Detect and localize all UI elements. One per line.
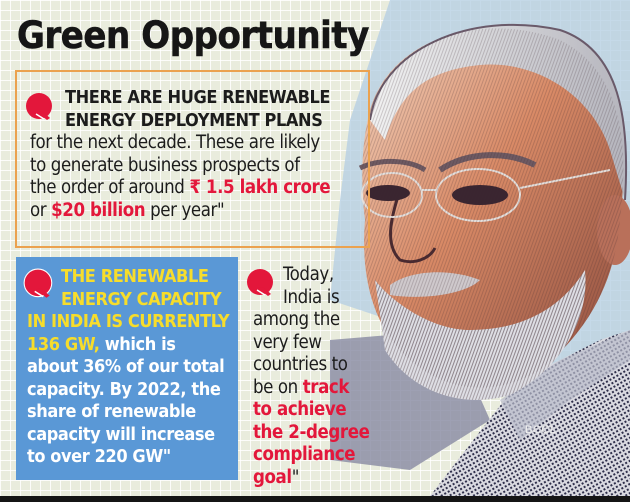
speech-bubble-icon — [26, 93, 52, 120]
text: which is — [99, 333, 176, 355]
quote-3-line: India is — [283, 286, 340, 308]
quote-3-line: be on track — [253, 377, 373, 400]
quote-1-line: ENERGY DEPLOYMENT PLANS — [65, 109, 323, 131]
quote-3-line: goal" — [253, 467, 373, 490]
quote-2-line: share of renewable — [27, 401, 196, 422]
quote-3-line: the 2-degree — [253, 421, 370, 443]
quote-3-line: Today, — [283, 264, 334, 285]
image-credit: BCCL — [525, 424, 557, 436]
speech-bubble-icon — [247, 269, 273, 296]
quote-3-line: compliance — [253, 444, 356, 465]
text: the order of around — [30, 177, 190, 198]
quote-2-line: IN INDIA IS CURRENTLY — [27, 311, 230, 332]
text: be on — [253, 376, 303, 398]
highlight-dollar-amount: $20 billion — [51, 199, 146, 221]
bottom-bar — [0, 496, 630, 502]
highlight-capacity: 136 GW, — [27, 333, 100, 355]
quote-2-line: 136 GW, which is — [27, 334, 237, 357]
page-title: Green Opportunity — [17, 14, 370, 58]
quote-2-text: THE RENEWABLE ENERGY CAPACITY IN INDIA I… — [27, 266, 237, 469]
speech-bubble-icon — [23, 268, 53, 298]
quote-3-line: very few — [253, 331, 322, 353]
quote-2-line: ENERGY CAPACITY — [61, 288, 222, 310]
quote-1-line: the order of around ₹ 1.5 lakh crore — [30, 177, 375, 200]
quote-2-line: capacity will increase — [27, 423, 215, 445]
quote-2-line: THE RENEWABLE — [61, 266, 209, 287]
quote-1-text: THERE ARE HUGE RENEWABLE ENERGY DEPLOYME… — [30, 87, 375, 222]
quote-1-line: THERE ARE HUGE RENEWABLE — [65, 87, 331, 108]
highlight-text: goal — [253, 466, 292, 488]
quote-3-line: to achieve — [253, 399, 347, 420]
text: " — [291, 466, 300, 488]
quote-1-line: for the next decade. These are likely — [30, 132, 320, 153]
quote-box-1 — [15, 70, 370, 248]
quote-1-line: or $20 billion per year" — [30, 200, 375, 223]
text: per year" — [145, 199, 225, 221]
highlight-rupee-amount: ₹ 1.5 lakh crore — [189, 177, 331, 198]
quote-3-line: among the — [253, 309, 340, 330]
quote-2-line: capacity. By 2022, the — [27, 378, 221, 400]
quote-1-line: to generate business prospects of — [30, 154, 300, 176]
portrait-illustration — [330, 0, 630, 496]
quote-2-line: about 36% of our total — [27, 356, 225, 377]
text: or — [30, 199, 52, 221]
quote-3-line: countries to — [253, 354, 348, 375]
quote-2-line: to over 220 GW" — [27, 446, 171, 467]
quote-box-2 — [16, 257, 238, 480]
quote-3-text: Today, India is among the very few count… — [253, 264, 373, 489]
highlight-text: track — [302, 376, 350, 398]
